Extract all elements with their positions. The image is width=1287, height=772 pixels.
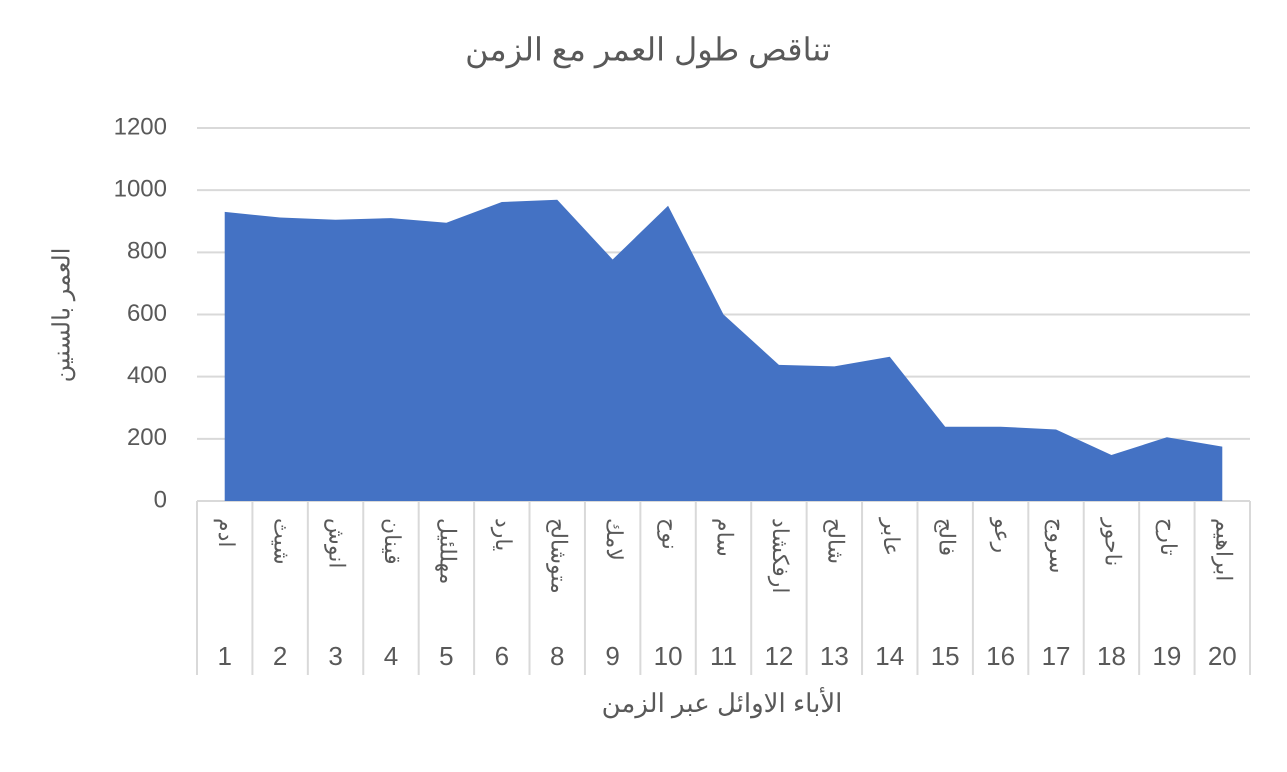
x-tick-label: 19 bbox=[1152, 641, 1181, 671]
x-tick-label: 15 bbox=[931, 641, 960, 671]
category-name: فالج bbox=[933, 518, 959, 556]
category-name: ادم bbox=[213, 518, 239, 548]
x-tick-label: 13 bbox=[820, 641, 849, 671]
x-tick-label: 6 bbox=[495, 641, 509, 671]
x-tick-label: 5 bbox=[439, 641, 453, 671]
chart-title: تناقص طول العمر مع الزمن bbox=[465, 31, 831, 68]
category-name: ارفكشاد bbox=[767, 518, 793, 594]
category-name: نوح bbox=[656, 518, 682, 550]
category-name: متوشالح bbox=[545, 518, 571, 594]
x-axis-title: الأباء الاوائل عبر الزمن bbox=[602, 686, 843, 719]
y-tick-label: 400 bbox=[127, 362, 167, 389]
y-tick-label: 800 bbox=[127, 238, 167, 265]
category-name: شالح bbox=[823, 518, 849, 564]
category-name: مهللئيل bbox=[435, 518, 461, 584]
category-name: رعو bbox=[989, 517, 1015, 553]
category-name: ابراهيم bbox=[1210, 518, 1236, 581]
category-name: ناحور bbox=[1100, 517, 1126, 566]
category-name: شيث bbox=[269, 518, 294, 565]
category-name: تارح bbox=[1155, 518, 1181, 556]
category-name: انوش bbox=[324, 518, 350, 568]
x-tick-label: 10 bbox=[654, 641, 683, 671]
category-name: لامك bbox=[602, 518, 627, 561]
category-name: عابر bbox=[878, 517, 904, 556]
x-tick-label: 8 bbox=[550, 641, 564, 671]
x-tick-label: 3 bbox=[328, 641, 342, 671]
category-name: سروج bbox=[1044, 518, 1070, 573]
x-tick-label: 1 bbox=[217, 641, 231, 671]
x-tick-label: 14 bbox=[875, 641, 904, 671]
x-tick-label: 20 bbox=[1208, 641, 1237, 671]
x-tick-label: 16 bbox=[986, 641, 1015, 671]
x-tick-label: 9 bbox=[605, 641, 619, 671]
category-name: سام bbox=[712, 518, 738, 557]
category-name: قينان bbox=[380, 518, 405, 565]
y-tick-label: 200 bbox=[127, 424, 167, 451]
y-tick-label: 600 bbox=[127, 300, 167, 327]
y-tick-label: 0 bbox=[154, 486, 167, 513]
x-tick-label: 11 bbox=[710, 641, 737, 671]
x-tick-label: 4 bbox=[384, 641, 398, 671]
x-tick-label: 17 bbox=[1042, 641, 1071, 671]
y-tick-label: 1000 bbox=[114, 176, 167, 203]
x-tick-label: 12 bbox=[764, 641, 793, 671]
x-tick-label: 18 bbox=[1097, 641, 1126, 671]
x-tick-label: 2 bbox=[273, 641, 287, 671]
area bbox=[224, 199, 1223, 502]
y-axis-title: العمر بالسنين bbox=[48, 248, 75, 383]
category-name: يارد bbox=[490, 518, 516, 551]
y-tick-label: 1200 bbox=[114, 113, 167, 140]
